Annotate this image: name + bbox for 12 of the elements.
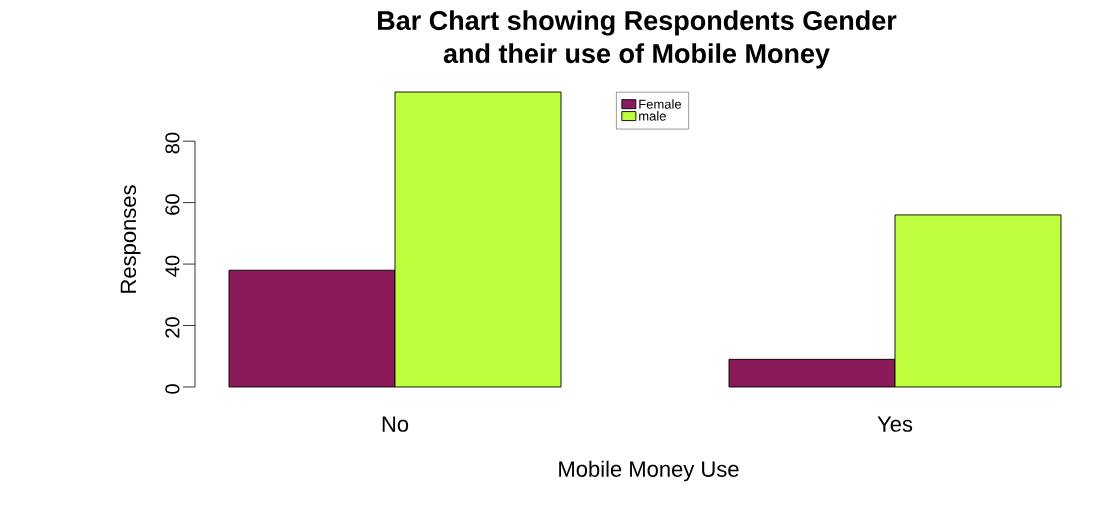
y-tick-label: 60: [165, 194, 180, 215]
y-axis-title: Responses: [120, 185, 141, 293]
y-tick-label: 80: [165, 132, 180, 154]
x-tick-label: No: [382, 416, 409, 432]
y-tick-label: 40: [165, 255, 180, 277]
chart-title: Bar Chart showing Respondents Gender and their use of Mobile Money: [378, 10, 897, 69]
legend-label: Female: [639, 99, 682, 109]
y-tick-label: 20: [165, 317, 180, 338]
legend-label: male: [639, 111, 666, 121]
x-axis-title: Mobile Money Use: [559, 460, 739, 482]
x-tick-label: Yes: [877, 416, 913, 432]
y-tick-label: 0: [165, 384, 180, 394]
